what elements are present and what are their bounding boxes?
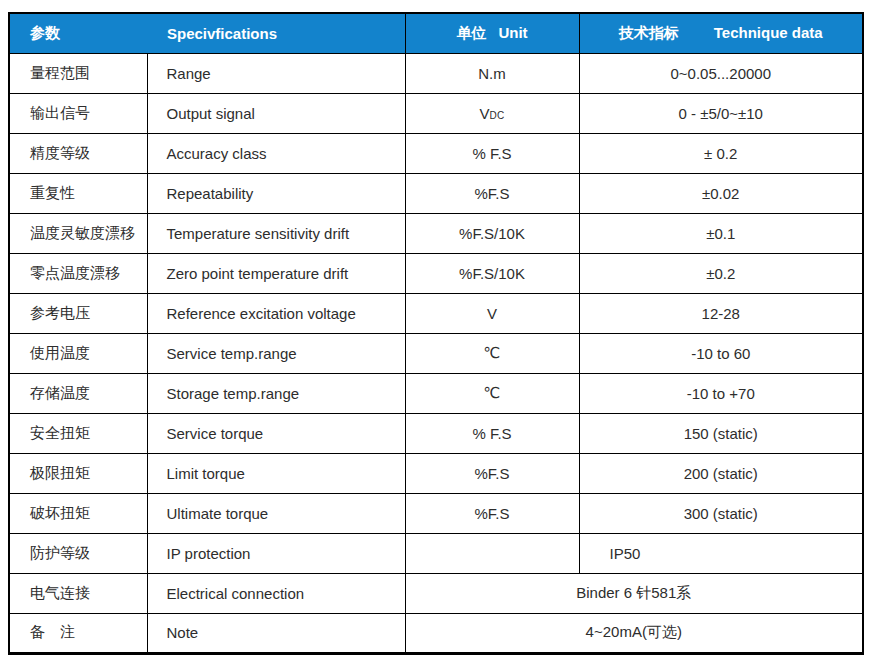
header-param-label: 参数: [30, 24, 60, 41]
header-cell-param: 参数: [9, 13, 147, 53]
spec-en-cell: Output signal: [147, 93, 405, 133]
param-cn-cell: 存储温度: [9, 373, 147, 413]
header-unit-en-label: Unit: [498, 24, 527, 41]
unit-subscript: DC: [489, 110, 504, 121]
param-cn-cell: 零点温度漂移: [9, 253, 147, 293]
param-cn-cell: 电气连接: [9, 573, 147, 613]
param-cn-cell: 使用温度: [9, 333, 147, 373]
param-cn-cell: 输出信号: [9, 93, 147, 133]
spec-table: 参数 Specivfications 单位 Unit 技术指标 Technique …: [8, 12, 864, 655]
param-cn-cell: 备 注: [9, 613, 147, 653]
header-cell-unit: 单位 Unit: [405, 13, 579, 53]
table-row: 破坏扭矩Ultimate torque%F.S300 (static): [9, 493, 863, 533]
technique-data-cell: ±0.02: [579, 173, 863, 213]
header-specifications-label: Specivfications: [167, 25, 277, 42]
technique-data-cell: ±0.2: [579, 253, 863, 293]
unit-cell: [405, 533, 579, 573]
spec-en-cell: Reference excitation voltage: [147, 293, 405, 333]
param-cn-cell: 防护等级: [9, 533, 147, 573]
table-row: 备 注Note4~20mA(可选): [9, 613, 863, 653]
table-row: 安全扭矩Service torque% F.S150 (static): [9, 413, 863, 453]
technique-data-cell: ± 0.2: [579, 133, 863, 173]
table-row: 输出信号Output signalVDC0 - ±5/0~±10: [9, 93, 863, 133]
param-cn-cell: 参考电压: [9, 293, 147, 333]
spec-en-cell: Service torque: [147, 413, 405, 453]
unit-cell: %F.S: [405, 453, 579, 493]
unit-cell: VDC: [405, 93, 579, 133]
technique-data-cell: -10 to 60: [579, 333, 863, 373]
spec-en-cell: Note: [147, 613, 405, 653]
param-cn-cell: 破坏扭矩: [9, 493, 147, 533]
spec-en-cell: Limit torque: [147, 453, 405, 493]
table-row: 防护等级IP protection IP50: [9, 533, 863, 573]
unit-cell: %F.S/10K: [405, 253, 579, 293]
param-cn-cell: 安全扭矩: [9, 413, 147, 453]
header-row: 参数 Specivfications 单位 Unit 技术指标 Technique …: [9, 13, 863, 53]
param-cn-cell: 量程范围: [9, 53, 147, 93]
merged-value-cell: 4~20mA(可选): [405, 613, 863, 653]
unit-cell: %F.S/10K: [405, 213, 579, 253]
technique-data-cell: -10 to +70: [579, 373, 863, 413]
technique-data-cell: 0~0.05...20000: [579, 53, 863, 93]
spec-en-cell: Ultimate torque: [147, 493, 405, 533]
unit-cell: %F.S: [405, 173, 579, 213]
table-row: 温度灵敏度漂移Temperature sensitivity drift%F.S…: [9, 213, 863, 253]
spec-en-cell: Storage temp.range: [147, 373, 405, 413]
unit-cell: ℃: [405, 333, 579, 373]
unit-cell: N.m: [405, 53, 579, 93]
header-unit-cn-label: 单位: [456, 24, 486, 41]
table-row: 极限扭矩Limit torque%F.S200 (static): [9, 453, 863, 493]
unit-cell: ℃: [405, 373, 579, 413]
table-row: 电气连接Electrical connectionBinder 6 针581系: [9, 573, 863, 613]
spec-en-cell: Zero point temperature drift: [147, 253, 405, 293]
technique-data-cell: 12-28: [579, 293, 863, 333]
header-tech-en-label: Technique data: [714, 24, 823, 41]
table-row: 使用温度Service temp.range℃-10 to 60: [9, 333, 863, 373]
header-cell-technique-data: 技术指标 Technique data: [579, 13, 863, 53]
unit-cell: % F.S: [405, 133, 579, 173]
param-cn-cell: 极限扭矩: [9, 453, 147, 493]
technique-data-cell: 150 (static): [579, 413, 863, 453]
header-tech-cn-label: 技术指标: [619, 24, 679, 41]
merged-value-cell: Binder 6 针581系: [405, 573, 863, 613]
unit-cell: %F.S: [405, 493, 579, 533]
table-row: 重复性Repeatability%F.S±0.02: [9, 173, 863, 213]
param-cn-cell: 精度等级: [9, 133, 147, 173]
table-row: 参考电压Reference excitation voltageV12-28: [9, 293, 863, 333]
spec-en-cell: Repeatability: [147, 173, 405, 213]
spec-en-cell: Range: [147, 53, 405, 93]
technique-data-cell: 0 - ±5/0~±10: [579, 93, 863, 133]
param-cn-cell: 重复性: [9, 173, 147, 213]
spec-en-cell: Service temp.range: [147, 333, 405, 373]
unit-cell: % F.S: [405, 413, 579, 453]
header-cell-specifications: Specivfications: [147, 13, 405, 53]
technique-data-cell: 200 (static): [579, 453, 863, 493]
unit-cell: V: [405, 293, 579, 333]
spec-en-cell: Electrical connection: [147, 573, 405, 613]
param-cn-cell: 温度灵敏度漂移: [9, 213, 147, 253]
spec-en-cell: Accuracy class: [147, 133, 405, 173]
technique-data-cell: ±0.1: [579, 213, 863, 253]
table-row: 精度等级Accuracy class% F.S± 0.2: [9, 133, 863, 173]
technique-data-cell: IP50: [579, 533, 863, 573]
table-row: 存储温度Storage temp.range℃-10 to +70: [9, 373, 863, 413]
table-row: 零点温度漂移Zero point temperature drift%F.S/1…: [9, 253, 863, 293]
unit-base: V: [479, 105, 489, 122]
spec-en-cell: Temperature sensitivity drift: [147, 213, 405, 253]
spec-en-cell: IP protection: [147, 533, 405, 573]
technique-data-cell: 300 (static): [579, 493, 863, 533]
table-row: 量程范围RangeN.m0~0.05...20000: [9, 53, 863, 93]
